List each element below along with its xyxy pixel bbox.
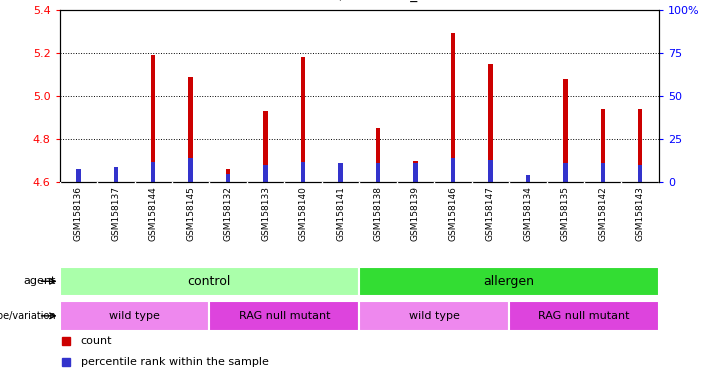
Bar (60, 301, 210, 331)
Text: agent: agent (24, 276, 56, 286)
Bar (488, 64, 493, 182)
Bar (359, 266, 659, 296)
Bar (226, 169, 231, 182)
Bar (189, 76, 193, 182)
Bar (114, 167, 118, 182)
Text: GSM158147: GSM158147 (486, 187, 495, 241)
Text: GSM158137: GSM158137 (111, 187, 121, 242)
Bar (60, 266, 359, 296)
Bar (601, 109, 605, 182)
Bar (301, 162, 306, 182)
Text: control: control (188, 275, 231, 288)
Bar (151, 162, 156, 182)
Text: GSM158141: GSM158141 (336, 187, 345, 241)
Bar (451, 158, 455, 182)
Bar (339, 164, 343, 182)
Bar (189, 158, 193, 182)
Bar (451, 33, 455, 182)
Text: count: count (81, 336, 112, 346)
Bar (413, 164, 418, 182)
Bar (339, 176, 343, 182)
Bar (264, 165, 268, 182)
Text: GSM158139: GSM158139 (411, 187, 420, 242)
Text: GSM158143: GSM158143 (636, 187, 645, 241)
Text: GSM158135: GSM158135 (561, 187, 570, 242)
Bar (114, 169, 118, 182)
Bar (488, 160, 493, 182)
Text: wild type: wild type (109, 311, 160, 321)
Text: GSM158140: GSM158140 (299, 187, 308, 241)
Text: GSM158144: GSM158144 (149, 187, 158, 241)
Bar (359, 301, 509, 331)
Bar (301, 57, 306, 182)
Bar (526, 175, 530, 182)
Text: genotype/variation: genotype/variation (0, 311, 56, 321)
Bar (563, 164, 568, 182)
Bar (376, 164, 380, 182)
Bar (76, 169, 81, 182)
Bar (376, 128, 380, 182)
Bar (210, 301, 359, 331)
Bar (638, 165, 642, 182)
Text: GSM158132: GSM158132 (224, 187, 233, 241)
Text: GSM158142: GSM158142 (598, 187, 607, 241)
Text: RAG null mutant: RAG null mutant (238, 311, 330, 321)
Bar (76, 169, 81, 182)
Text: GSM158145: GSM158145 (186, 187, 195, 241)
Bar (601, 164, 605, 182)
Text: GSM158133: GSM158133 (261, 187, 270, 242)
Bar (509, 301, 659, 331)
Bar (563, 79, 568, 182)
Text: wild type: wild type (409, 311, 460, 321)
Bar (226, 174, 231, 182)
Bar (264, 111, 268, 182)
Text: GSM158134: GSM158134 (524, 187, 532, 241)
Text: GSM158146: GSM158146 (449, 187, 458, 241)
Text: RAG null mutant: RAG null mutant (538, 311, 629, 321)
Text: GDS2647 / 1433104_at: GDS2647 / 1433104_at (270, 0, 431, 2)
Text: GSM158136: GSM158136 (74, 187, 83, 242)
Text: GSM158138: GSM158138 (374, 187, 383, 242)
Text: allergen: allergen (484, 275, 535, 288)
Bar (151, 55, 156, 182)
Text: percentile rank within the sample: percentile rank within the sample (81, 357, 268, 367)
Bar (638, 109, 642, 182)
Bar (413, 161, 418, 182)
Bar (526, 180, 530, 182)
